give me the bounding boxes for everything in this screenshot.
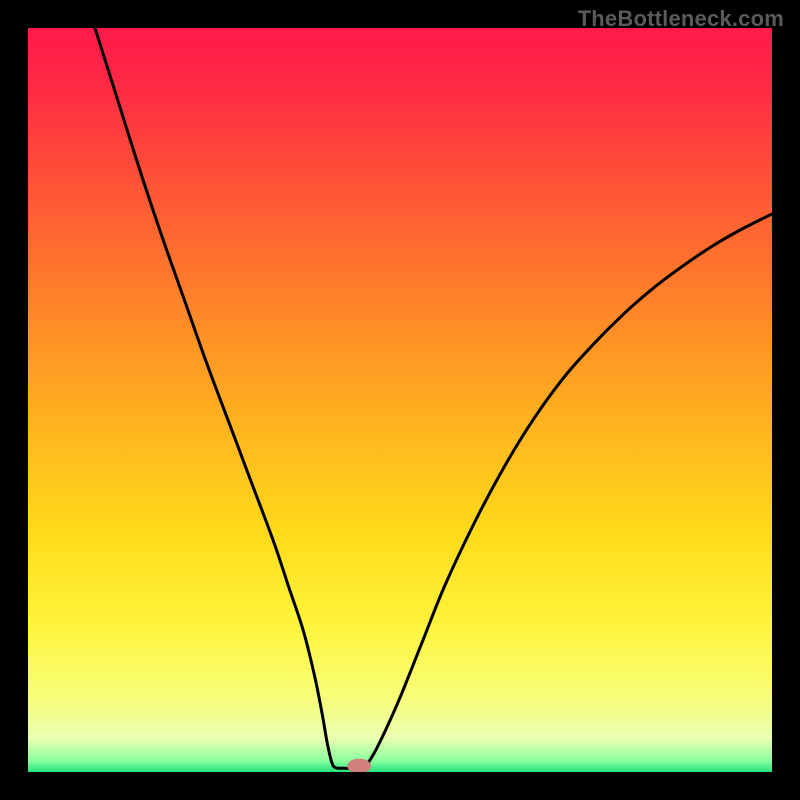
chart-svg <box>28 28 772 772</box>
watermark-text: TheBottleneck.com <box>578 6 784 32</box>
gradient-background <box>28 28 772 772</box>
chart-frame: TheBottleneck.com <box>0 0 800 800</box>
plot-area <box>28 28 772 772</box>
